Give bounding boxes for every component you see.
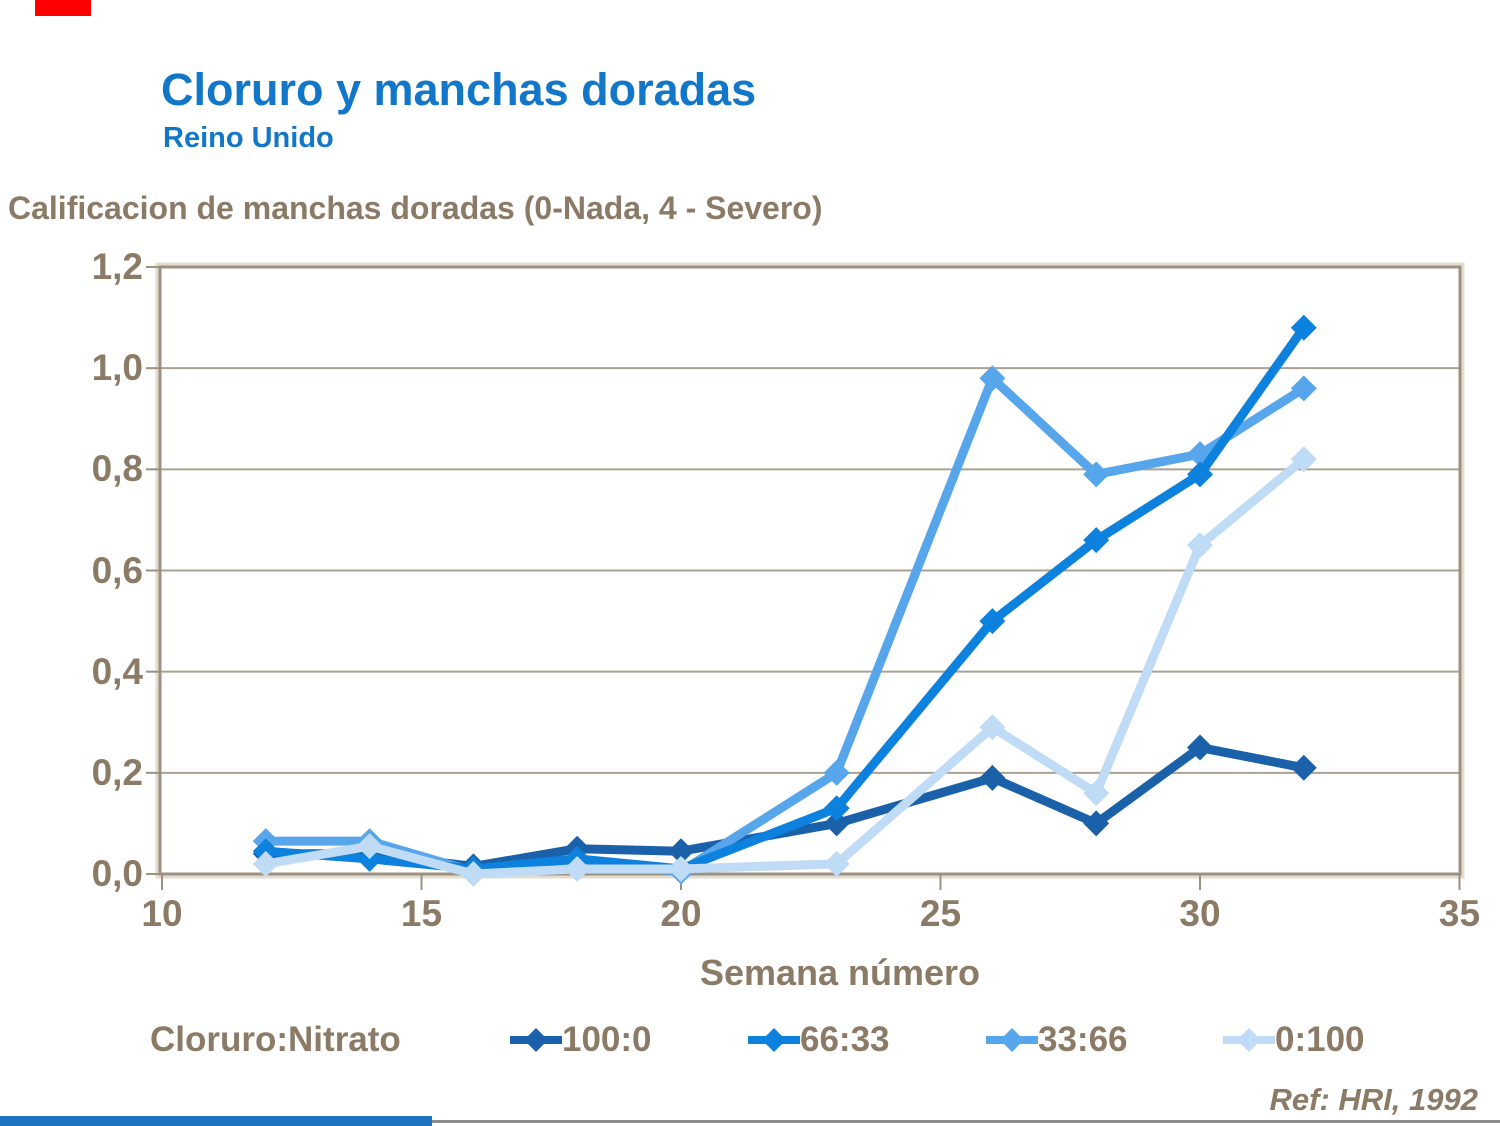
y-tick-label: 0,6 xyxy=(91,549,143,591)
red-accent-bar xyxy=(35,0,91,16)
legend-label: 0:100 xyxy=(1275,1020,1365,1059)
y-tick-label: 0,2 xyxy=(91,751,143,793)
blue-accent-bar xyxy=(0,1116,432,1126)
legend-label: 33:66 xyxy=(1038,1020,1128,1059)
y-tick-label: 1,0 xyxy=(91,347,143,389)
y-axis-tick-labels: 0,0 0,2 0,4 0,6 0,8 1,0 1,2 xyxy=(0,0,143,1126)
slide-subtitle: Reino Unido xyxy=(163,122,334,154)
x-tick-label: 10 xyxy=(141,893,183,934)
legend-label: 100:0 xyxy=(562,1020,652,1059)
legend-label: 66:33 xyxy=(800,1020,890,1059)
chart-y-axis-title: Calificacion de manchas doradas (0-Nada,… xyxy=(8,190,823,226)
x-axis-tick-labels: 10 15 20 25 30 35 xyxy=(0,893,1500,943)
x-tick-label: 15 xyxy=(400,893,443,934)
y-tick-label: 0,0 xyxy=(91,853,143,894)
x-axis-title: Semana número xyxy=(699,952,981,993)
x-tick-label: 30 xyxy=(1179,893,1221,934)
slide-title: Cloruro y manchas doradas xyxy=(161,64,757,115)
x-tick-label: 20 xyxy=(660,893,702,934)
legend-marker-icon xyxy=(748,1028,800,1052)
bottom-divider-line xyxy=(0,1120,1500,1123)
legend-item-66-33: 66:33 xyxy=(748,1020,890,1060)
legend-marker-icon xyxy=(1223,1028,1275,1052)
x-tick-label: 25 xyxy=(919,893,962,934)
legend-item-100-0: 100:0 xyxy=(510,1020,652,1060)
x-tick-label: 35 xyxy=(1438,893,1481,934)
legend-item-33-66: 33:66 xyxy=(986,1020,1128,1060)
y-tick-label: 0,4 xyxy=(91,650,143,692)
legend-marker-icon xyxy=(986,1028,1038,1052)
chart-legend: Cloruro:Nitrato 100:0 66:33 33:66 0:100 xyxy=(0,1014,1500,1066)
reference-text: Ref: HRI, 1992 xyxy=(1269,1082,1478,1117)
y-tick-label: 0,8 xyxy=(91,448,143,490)
legend-item-0-100: 0:100 xyxy=(1223,1020,1365,1060)
legend-title: Cloruro:Nitrato xyxy=(150,1020,401,1059)
legend-marker-icon xyxy=(510,1028,562,1052)
y-tick-label: 1,2 xyxy=(91,246,143,287)
